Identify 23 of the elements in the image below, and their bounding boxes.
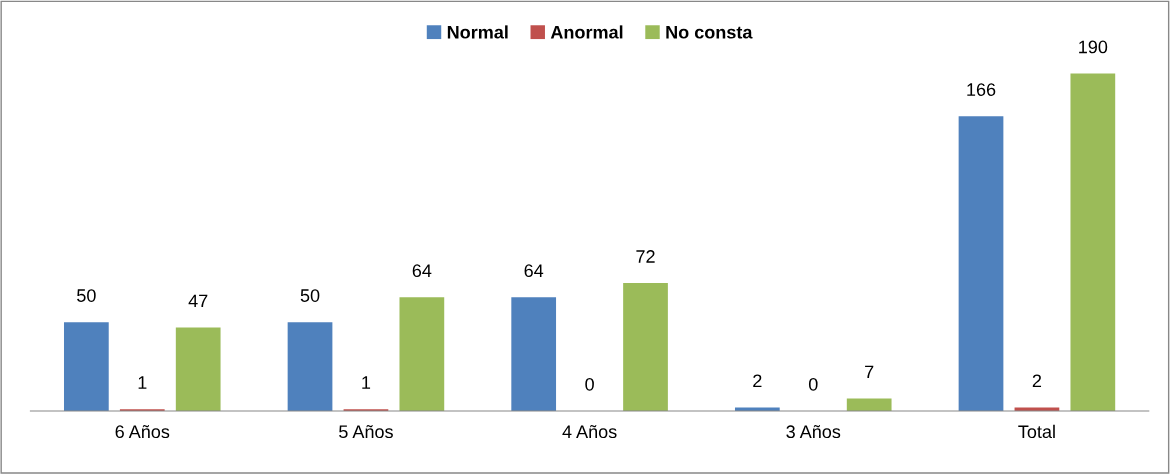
data-label: 72 bbox=[636, 250, 655, 263]
data-label: 47 bbox=[188, 294, 208, 308]
data-label: 2 bbox=[753, 374, 762, 387]
data-label: 50 bbox=[300, 289, 320, 302]
x-tick-label: 3 Años bbox=[786, 424, 841, 439]
legend-label: Anormal bbox=[550, 25, 623, 39]
data-label: 1 bbox=[138, 376, 147, 389]
x-tick-label: 6 Años bbox=[115, 424, 170, 439]
data-label: 50 bbox=[77, 289, 96, 302]
data-label: 64 bbox=[412, 264, 432, 278]
data-label: 64 bbox=[524, 264, 544, 278]
x-tick-label: 4 Años bbox=[562, 424, 617, 439]
x-tick-label: 5 Años bbox=[339, 424, 393, 439]
data-label: 7 bbox=[865, 365, 874, 379]
data-label: 166 bbox=[967, 83, 996, 96]
data-label: 2 bbox=[1032, 374, 1042, 387]
data-label: 0 bbox=[585, 377, 594, 391]
legend-label: No consta bbox=[666, 26, 753, 39]
data-label: 190 bbox=[1079, 40, 1108, 54]
data-label: 0 bbox=[808, 377, 818, 391]
x-tick-label: Total bbox=[1018, 424, 1055, 439]
data-label: 1 bbox=[362, 376, 371, 389]
legend-label: Normal bbox=[447, 25, 508, 39]
